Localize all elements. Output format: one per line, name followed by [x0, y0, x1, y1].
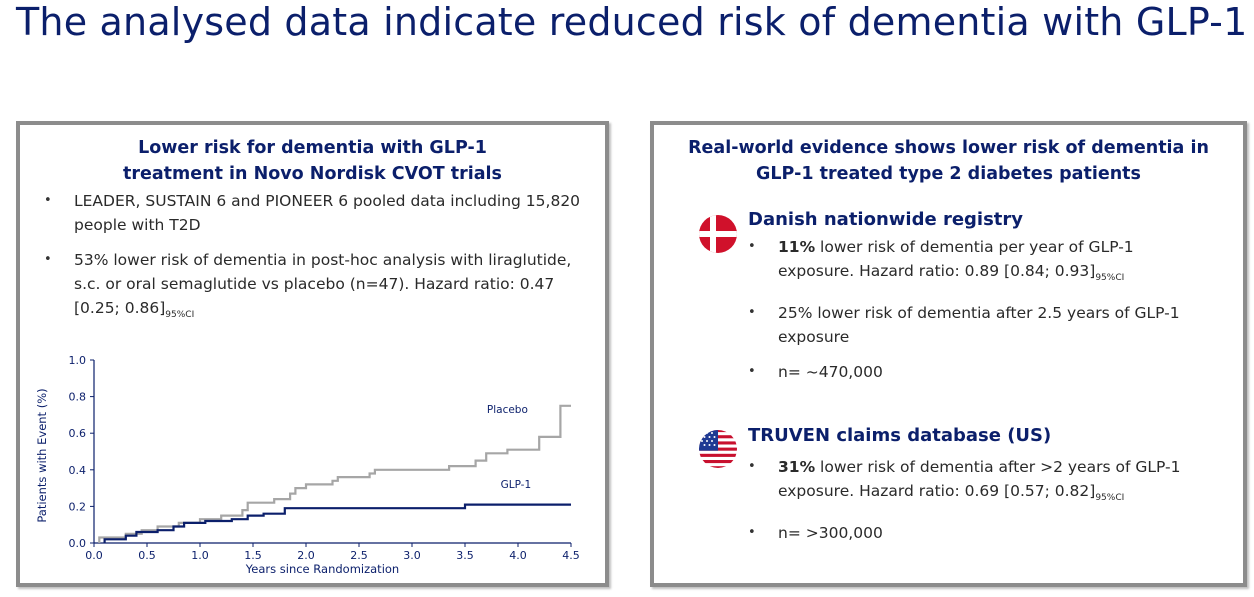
- placebo-series-label: Placebo: [487, 404, 528, 416]
- truven-b1-text: lower risk of dementia after >2 years of…: [778, 458, 1181, 500]
- x-tick-label: 0.5: [138, 549, 156, 562]
- glp1-series-line: [103, 503, 571, 543]
- x-tick-label: 2.5: [350, 549, 368, 562]
- danish-registry-heading: Danish nationwide registry: [748, 209, 1024, 230]
- x-tick-label: 2.0: [297, 549, 315, 562]
- x-tick-label: 3.0: [403, 549, 421, 562]
- x-tick-label: 4.0: [509, 549, 527, 562]
- y-tick-label: 0.4: [69, 464, 87, 477]
- cvot-trials-panel: Lower risk for dementia with GLP-1 treat…: [16, 121, 609, 587]
- cvot-bullet-risk-reduction: 53% lower risk of dementia in post-hoc a…: [44, 248, 584, 327]
- truven-b1-ci-subscript: 95%CI: [1095, 493, 1125, 503]
- y-tick-label: 0.8: [69, 391, 87, 404]
- danish-bullet-list: 11% lower risk of dementia per year of G…: [748, 235, 1198, 395]
- truven-bullet-risk-reduction: 31% lower risk of dementia after >2 year…: [748, 455, 1198, 510]
- x-tick-label: 0.0: [85, 549, 103, 562]
- danish-bullet-sample-size: n= ~470,000: [748, 360, 1198, 384]
- glp1-series-label: GLP-1: [501, 479, 532, 491]
- truven-bullet-sample-size: n= >300,000: [748, 521, 1198, 545]
- denmark-flag-icon: [699, 215, 737, 253]
- cvot-heading-line2: treatment in Novo Nordisk CVOT trials: [123, 164, 502, 184]
- real-world-evidence-panel: Real-world evidence shows lower risk of …: [650, 121, 1247, 587]
- danish-b3-text: n= ~470,000: [778, 363, 883, 381]
- y-tick-label: 0.2: [69, 500, 87, 513]
- cvot-bullet-list: LEADER, SUSTAIN 6 and PIONEER 6 pooled d…: [44, 189, 584, 338]
- danish-bullet-per-year: 11% lower risk of dementia per year of G…: [748, 235, 1198, 290]
- rwe-heading-line1: Real-world evidence shows lower risk of …: [688, 138, 1209, 158]
- danish-b1-ci-subscript: 95%CI: [1095, 273, 1125, 283]
- cvot-heading-line1: Lower risk for dementia with GLP-1: [138, 138, 487, 158]
- cvot-bullet-pooled-data: LEADER, SUSTAIN 6 and PIONEER 6 pooled d…: [44, 189, 584, 237]
- truven-database-heading: TRUVEN claims database (US): [748, 425, 1052, 446]
- cvot-bullet2-ci-subscript: 95%CI: [165, 310, 195, 320]
- truven-bullet-list: 31% lower risk of dementia after >2 year…: [748, 455, 1198, 556]
- x-axis-label: Years since Randomization: [245, 562, 399, 576]
- danish-b1-percent: 11%: [778, 238, 816, 256]
- rwe-heading-line2: GLP-1 treated type 2 diabetes patients: [756, 164, 1141, 184]
- y-tick-label: 0.0: [69, 537, 87, 550]
- cvot-panel-heading: Lower risk for dementia with GLP-1 treat…: [20, 135, 605, 187]
- chart-axes: 0.0 0.5 1.0 1.5 2.0 2.5 3.0 3.5 4.0 4.5 0.0 0.2 0.4 0…: [69, 354, 580, 562]
- usa-flag-icon: [699, 430, 737, 468]
- placebo-series-line: [98, 404, 571, 543]
- truven-b2-text: n= >300,000: [778, 524, 883, 542]
- kaplan-meier-chart: 0.0 0.5 1.0 1.5 2.0 2.5 3.0 3.5 4.0 4.5 0.0 0.2 0.4 0…: [35, 354, 580, 576]
- chart-labels: Years since Randomization Patients with E…: [35, 388, 531, 576]
- x-tick-label: 1.0: [191, 549, 209, 562]
- x-tick-label: 1.5: [244, 549, 262, 562]
- y-tick-label: 0.6: [69, 427, 87, 440]
- cvot-bullet1-text: LEADER, SUSTAIN 6 and PIONEER 6 pooled d…: [74, 192, 581, 234]
- cvot-bullet2-text: 53% lower risk of dementia in post-hoc a…: [74, 251, 572, 317]
- danish-b2-text: 25% lower risk of dementia after 2.5 yea…: [778, 304, 1180, 346]
- danish-b1-text: lower risk of dementia per year of GLP-1…: [778, 238, 1134, 280]
- x-tick-label: 4.5: [562, 549, 580, 562]
- rwe-panel-heading: Real-world evidence shows lower risk of …: [654, 135, 1243, 187]
- page-title: The analysed data indicate reduced risk …: [16, 0, 1248, 44]
- y-tick-label: 1.0: [69, 354, 87, 367]
- danish-bullet-after-2-5-years: 25% lower risk of dementia after 2.5 yea…: [748, 301, 1198, 349]
- x-tick-label: 3.5: [456, 549, 474, 562]
- chart-series: [98, 404, 571, 543]
- truven-b1-percent: 31%: [778, 458, 816, 476]
- y-axis-label: Patients with Event (%): [35, 388, 49, 522]
